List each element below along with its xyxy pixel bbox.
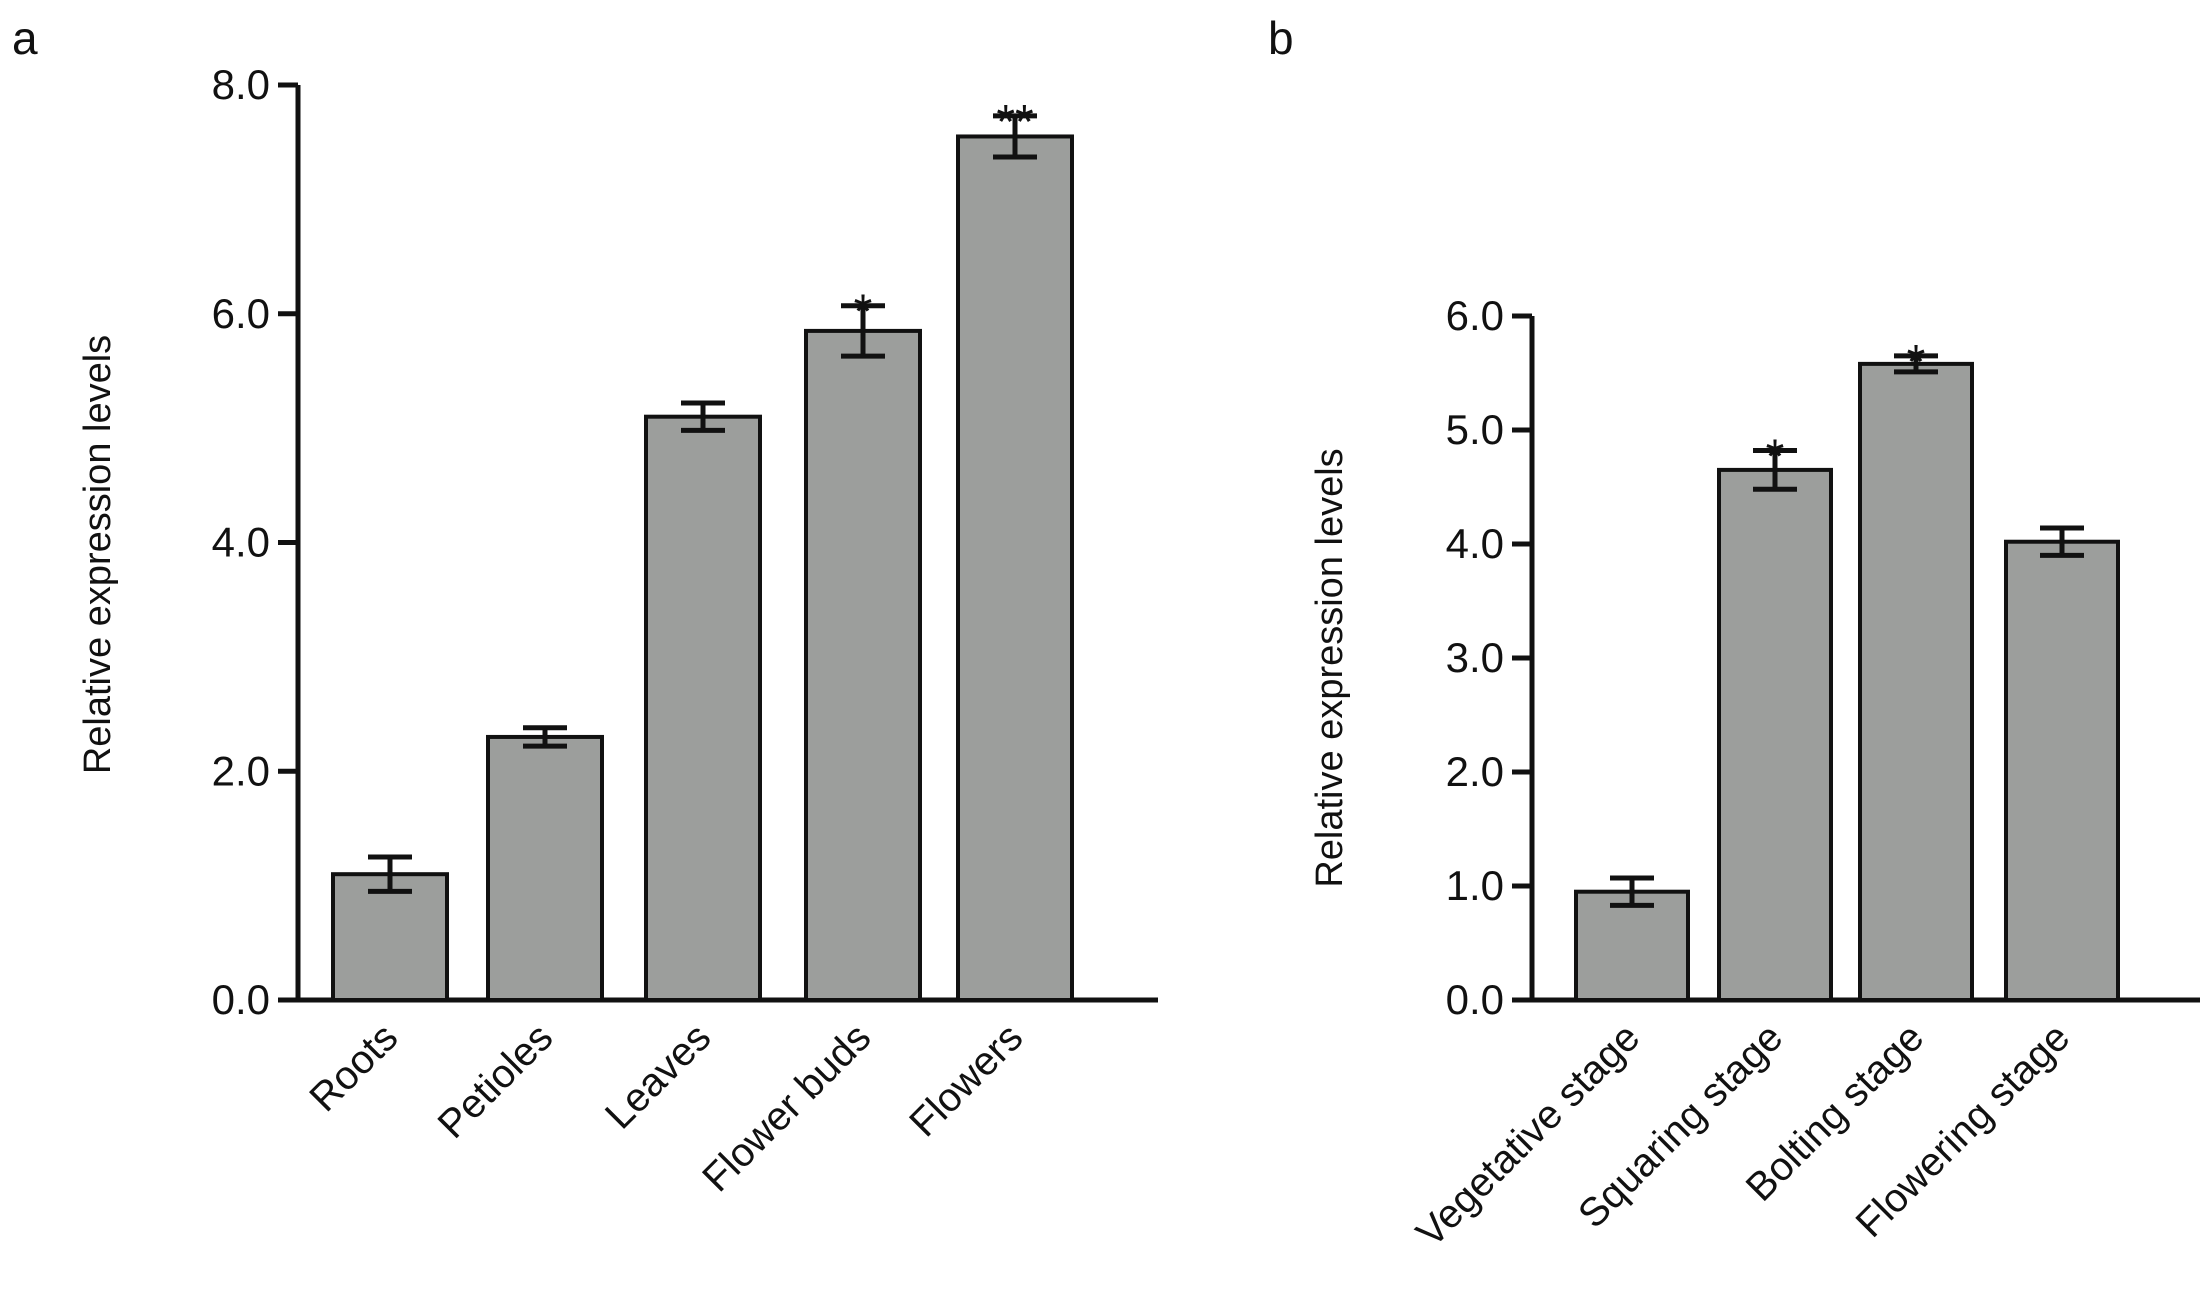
x-category-label: Petioles [430,1015,562,1147]
y-tick-label: 2.0 [212,747,270,794]
y-tick-label: 8.0 [212,61,270,108]
panel-b-letter: b [1268,12,1294,64]
y-tick-label: 3.0 [1446,634,1504,681]
bar [2004,539,2120,1002]
y-tick-label: 6.0 [1446,292,1504,339]
panel-a-letter: a [12,12,38,64]
y-tick-label: 6.0 [212,290,270,337]
significance-marker: * [1766,431,1785,484]
y-tick-label: 5.0 [1446,406,1504,453]
bar [1858,361,1974,1002]
y-axis-title: Relative expression levels [77,335,119,774]
x-category-label: Flower buds [694,1015,879,1200]
y-tick-label: 2.0 [1446,748,1504,795]
significance-marker: * [1907,336,1926,389]
bar [644,414,762,1002]
bar [1717,467,1833,1002]
panel-b-chart: b 0.0 1.0 2.0 3.0 4.0 5.0 6.0 Relative expressi… [1268,12,2200,1256]
bar [331,872,449,1002]
x-category-label: Leaves [597,1015,719,1137]
y-tick-label: 0.0 [212,976,270,1023]
bar [804,328,922,1002]
y-axis-title: Relative expression levels [1309,448,1351,887]
panel-a-chart: a 0.0 2.0 4.0 6.0 8.0 Relative expression lev… [12,12,1158,1200]
bar [486,734,604,1002]
y-tick-label: 4.0 [1446,520,1504,567]
significance-marker: ** [996,96,1033,149]
y-tick-label: 0.0 [1446,976,1504,1023]
significance-marker: * [854,286,873,339]
bar [1574,889,1690,1003]
x-category-label: Flowers [901,1015,1031,1145]
y-tick-label: 1.0 [1446,862,1504,909]
y-tick-label: 4.0 [212,519,270,566]
bar [956,134,1074,1002]
x-category-label: Roots [301,1015,406,1120]
